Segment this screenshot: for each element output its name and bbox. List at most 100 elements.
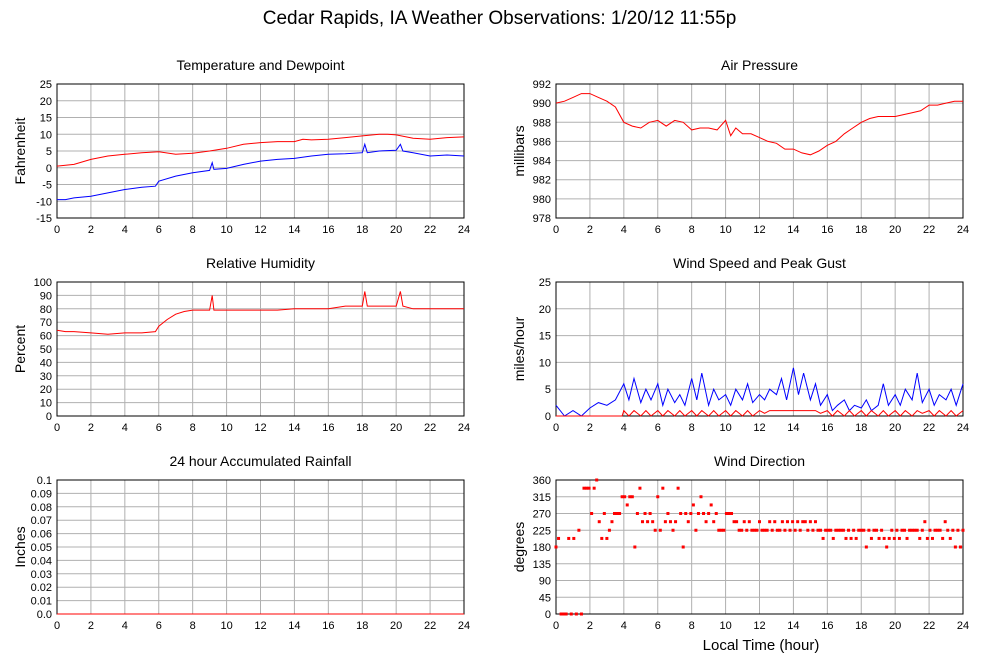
y-tick-label: 70	[40, 317, 52, 329]
y-tick-label: 20	[539, 304, 551, 316]
data-point	[953, 545, 957, 549]
x-tick-label: 20	[889, 620, 901, 632]
y-tick-label: 80	[40, 304, 52, 316]
data-point	[674, 520, 678, 524]
data-point	[742, 520, 746, 524]
chart-title: Wind Speed and Peak Gust	[673, 255, 846, 271]
data-point	[724, 512, 728, 515]
data-point	[834, 528, 838, 532]
data-point	[785, 520, 789, 524]
x-tick-label: 10	[220, 224, 232, 236]
series-line	[556, 409, 964, 417]
data-point	[582, 486, 586, 490]
data-point	[819, 528, 823, 532]
x-tick-label: 8	[689, 422, 695, 434]
x-tick-label: 0	[54, 422, 60, 434]
data-point	[844, 536, 848, 540]
y-tick-label: 100	[34, 277, 52, 289]
chart-rain: 0 2 4 6 8 10 12 14 16 18 20 22 240.00.010.020.030.04…	[12, 453, 470, 632]
y-axis-label: degrees	[511, 522, 527, 573]
data-point	[684, 512, 688, 515]
y-tick-label: 15	[40, 113, 52, 125]
y-tick-label: 982	[533, 175, 551, 187]
y-tick-label: 90	[40, 290, 52, 302]
y-tick-label: -10	[36, 196, 52, 208]
x-tick-label: 18	[855, 224, 867, 236]
data-point	[877, 536, 881, 540]
x-tick-label: 20	[889, 422, 901, 434]
data-point	[913, 528, 917, 532]
x-tick-label: 20	[390, 422, 402, 434]
y-tick-label: 0.04	[31, 555, 52, 567]
data-point	[775, 528, 779, 532]
data-point	[905, 536, 909, 540]
data-point	[902, 528, 906, 532]
data-point	[702, 512, 706, 515]
chart-title: Wind Direction	[714, 453, 805, 469]
x-tick-label: 4	[122, 224, 128, 236]
data-point	[763, 528, 767, 532]
x-axis-title: Local Time (hour)	[703, 637, 820, 654]
data-point	[892, 536, 896, 540]
y-tick-label: -15	[36, 213, 52, 225]
data-point	[778, 528, 782, 532]
y-tick-label: 90	[539, 576, 551, 588]
data-point	[948, 536, 952, 540]
data-point	[859, 528, 863, 532]
data-point	[587, 486, 591, 490]
data-point	[653, 528, 657, 532]
x-tick-label: 12	[753, 620, 765, 632]
x-tick-label: 22	[424, 422, 436, 434]
x-tick-label: 16	[322, 620, 334, 632]
data-point	[691, 503, 695, 507]
plot-frame	[56, 281, 465, 417]
data-point	[557, 536, 561, 540]
data-point	[740, 528, 744, 532]
y-tick-label: 15	[539, 331, 551, 343]
x-tick-label: 6	[655, 224, 661, 236]
data-point	[656, 495, 660, 499]
x-tick-label: 24	[458, 620, 470, 632]
data-point	[554, 545, 558, 549]
data-point	[824, 528, 828, 532]
y-tick-label: 180	[533, 542, 551, 554]
x-tick-label: 0	[553, 620, 559, 632]
y-tick-label: 0.08	[31, 502, 52, 514]
data-point	[755, 528, 759, 532]
data-point	[806, 528, 810, 532]
data-point	[592, 486, 596, 490]
data-point	[750, 528, 754, 532]
series-points	[554, 478, 965, 616]
series-line	[555, 367, 964, 417]
y-tick-label: 315	[533, 492, 551, 504]
data-point	[862, 528, 866, 532]
data-point	[643, 512, 647, 515]
x-tick-label: 24	[957, 224, 969, 236]
data-point	[796, 520, 800, 524]
data-point	[915, 528, 919, 532]
x-tick-label: 10	[719, 224, 731, 236]
data-point	[869, 536, 873, 540]
data-point	[780, 520, 784, 524]
data-point	[943, 520, 947, 524]
x-tick-label: 10	[719, 620, 731, 632]
x-tick-label: 0	[553, 422, 559, 434]
data-point	[816, 528, 820, 532]
data-point	[936, 528, 940, 532]
x-tick-label: 6	[156, 620, 162, 632]
x-tick-label: 8	[190, 422, 196, 434]
y-tick-label: 0.1	[37, 475, 52, 487]
data-point	[813, 520, 817, 524]
x-tick-label: 22	[424, 224, 436, 236]
data-point	[760, 528, 764, 532]
data-point	[646, 520, 650, 524]
x-tick-label: 10	[220, 620, 232, 632]
data-point	[791, 520, 795, 524]
x-tick-label: 22	[923, 224, 935, 236]
data-point	[923, 520, 927, 524]
data-point	[651, 520, 655, 524]
chart-humidity: 0 2 4 6 8 10 12 14 16 18 20 22 240102030405060708090…	[12, 255, 470, 434]
x-tick-label: 18	[356, 224, 368, 236]
data-point	[882, 536, 886, 540]
